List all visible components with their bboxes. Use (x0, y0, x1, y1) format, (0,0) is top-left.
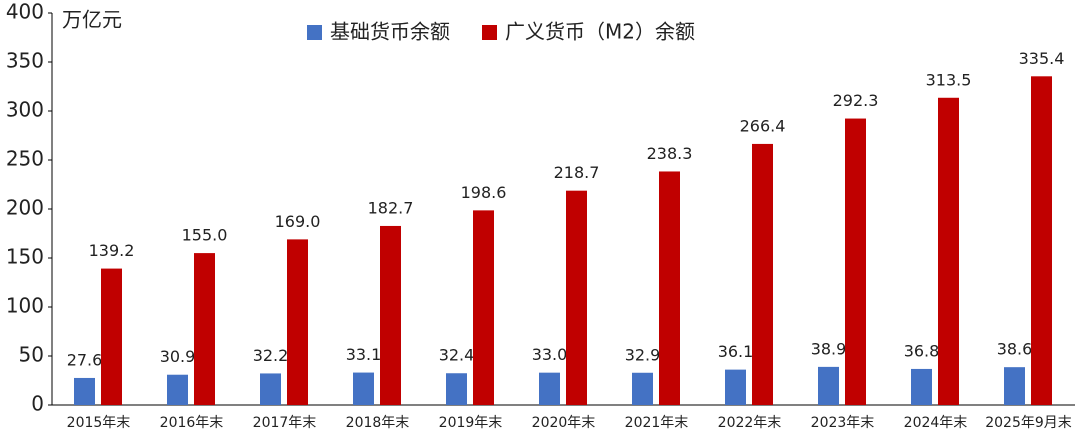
value-label: 32.2 (253, 346, 289, 365)
value-label: 198.6 (461, 183, 507, 202)
value-label: 169.0 (275, 212, 321, 231)
value-label: 36.8 (904, 341, 940, 360)
bar (194, 253, 215, 405)
bar (752, 143, 773, 406)
value-label: 30.9 (160, 347, 196, 366)
x-tick-label: 2018年末 (346, 415, 410, 431)
bar (725, 369, 746, 405)
bar (1004, 367, 1025, 405)
x-tick-label: 2019年末 (439, 415, 503, 431)
unit-label: 万亿元 (62, 8, 122, 32)
x-tick-label: 2017年末 (253, 415, 317, 431)
value-label: 139.2 (89, 241, 135, 260)
y-tick-label: 400 (6, 0, 44, 24)
y-tick-label: 350 (6, 49, 44, 73)
x-tick-label: 2020年末 (532, 415, 596, 431)
y-tick-label: 200 (6, 196, 44, 220)
y-tick-label: 100 (6, 294, 44, 318)
bar (74, 377, 95, 405)
value-label: 335.4 (1019, 49, 1065, 68)
bar (566, 190, 587, 405)
x-tick-label: 2015年末 (67, 415, 131, 431)
x-tick-label: 2024年末 (904, 415, 968, 431)
bar (287, 239, 308, 405)
bar (659, 171, 680, 405)
y-tick-label: 300 (6, 98, 44, 122)
value-label: 27.6 (67, 350, 103, 369)
x-tick-label: 2022年末 (718, 415, 782, 431)
y-tick-label: 150 (6, 245, 44, 269)
x-tick-label: 2025年9月末 (985, 415, 1072, 431)
value-label: 33.1 (346, 345, 382, 364)
bar (101, 268, 122, 405)
value-label: 33.0 (532, 345, 568, 364)
value-label: 266.4 (740, 116, 786, 135)
value-label: 38.9 (811, 339, 847, 358)
value-label: 38.6 (997, 340, 1033, 359)
bar (473, 210, 494, 405)
bar (353, 372, 374, 405)
x-tick-label: 2023年末 (811, 415, 875, 431)
x-tick-label: 2016年末 (160, 415, 224, 431)
bar (911, 368, 932, 405)
value-label: 313.5 (926, 70, 972, 89)
bar (539, 372, 560, 405)
bar (845, 118, 866, 406)
value-label: 292.3 (833, 91, 879, 110)
bar (1031, 76, 1052, 406)
bar (632, 372, 653, 405)
bar (818, 366, 839, 405)
legend-label: 广义货币（M2）余额 (505, 20, 695, 44)
value-label: 36.1 (718, 342, 754, 361)
value-label: 32.4 (439, 346, 475, 365)
legend-swatch (482, 25, 497, 40)
y-tick-label: 0 (31, 392, 44, 416)
legend-label: 基础货币余额 (330, 20, 450, 44)
value-label: 182.7 (368, 198, 414, 217)
y-tick-label: 50 (19, 343, 44, 367)
value-label: 155.0 (182, 226, 228, 245)
bar (167, 374, 188, 405)
value-label: 238.3 (647, 144, 693, 163)
value-label: 32.9 (625, 345, 661, 364)
bar (260, 373, 281, 405)
bar (446, 373, 467, 405)
x-tick-label: 2021年末 (625, 415, 689, 431)
y-tick-label: 250 (6, 147, 44, 171)
bar (938, 97, 959, 406)
bar (380, 225, 401, 405)
value-label: 218.7 (554, 163, 600, 182)
legend-swatch (307, 25, 322, 40)
